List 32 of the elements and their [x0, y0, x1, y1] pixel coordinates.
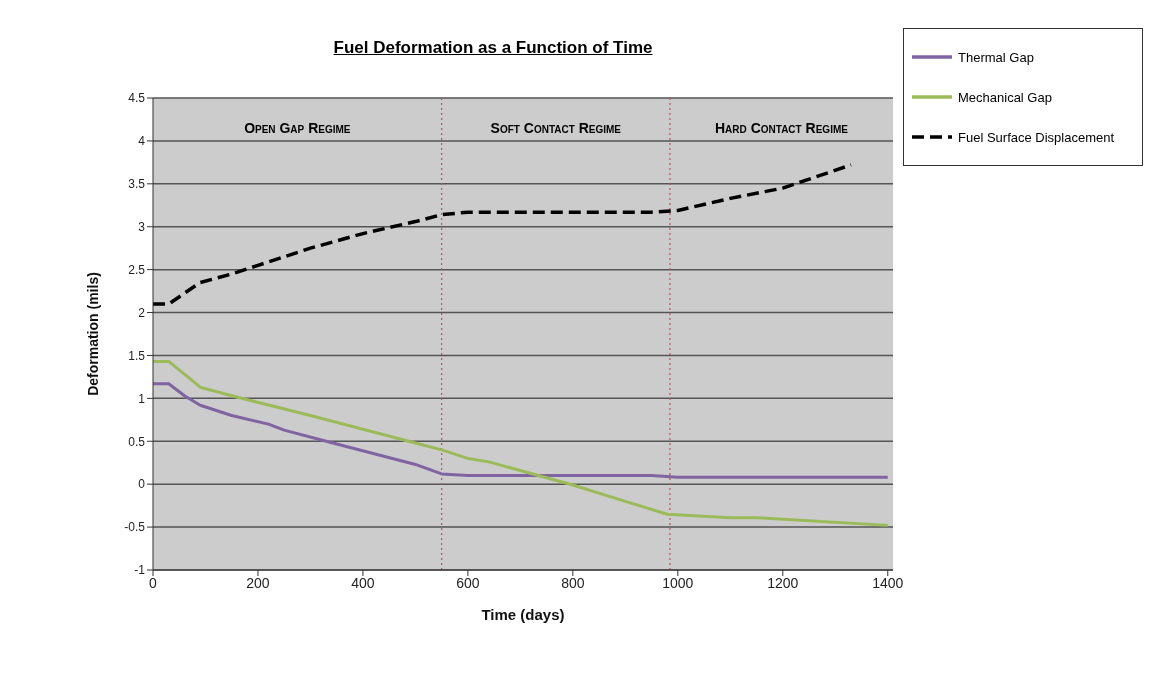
y-axis-title: Deformation (mils): [84, 272, 101, 396]
x-tick-label: 0: [149, 574, 158, 591]
y-tick-label: 2.5: [128, 262, 146, 277]
y-tick-label: 0.5: [128, 434, 146, 449]
x-axis-title: Time (days): [481, 606, 565, 623]
chart-title: Fuel Deformation as a Function of Time: [332, 38, 654, 58]
y-tick-label: 3.5: [128, 177, 146, 192]
y-tick-label: 1: [138, 391, 146, 406]
y-tick-label: -0.5: [124, 520, 146, 535]
legend-label: Fuel Surface Displacement: [958, 129, 1115, 145]
x-tick-label: 600: [456, 574, 480, 591]
line-series: [153, 163, 853, 306]
line-series: [153, 382, 890, 479]
y-tick-label: 0: [138, 477, 146, 492]
legend-label: Mechanical Gap: [958, 89, 1052, 105]
y-tick-label: -1: [134, 563, 146, 578]
x-tick-label: 200: [246, 574, 270, 591]
x-tick-label: 1200: [767, 574, 799, 591]
legend-label: Thermal Gap: [958, 49, 1034, 65]
y-tick-label: 2: [138, 305, 146, 320]
y-tick-label: 3: [138, 219, 146, 234]
x-tick-label: 800: [561, 574, 585, 591]
x-tick-label: 400: [351, 574, 375, 591]
annotation: Hard Contact Regime: [714, 120, 849, 136]
line-series: [153, 359, 890, 527]
x-tick-label: 1400: [872, 574, 904, 591]
y-tick-label: 1.5: [128, 348, 146, 363]
y-tick-label: 4: [138, 134, 146, 149]
annotation: Soft Contact Regime: [489, 120, 623, 136]
y-tick-label: 4.5: [128, 91, 146, 106]
x-tick-label: 1000: [662, 574, 694, 591]
annotation: Open Gap Regime: [243, 120, 352, 136]
